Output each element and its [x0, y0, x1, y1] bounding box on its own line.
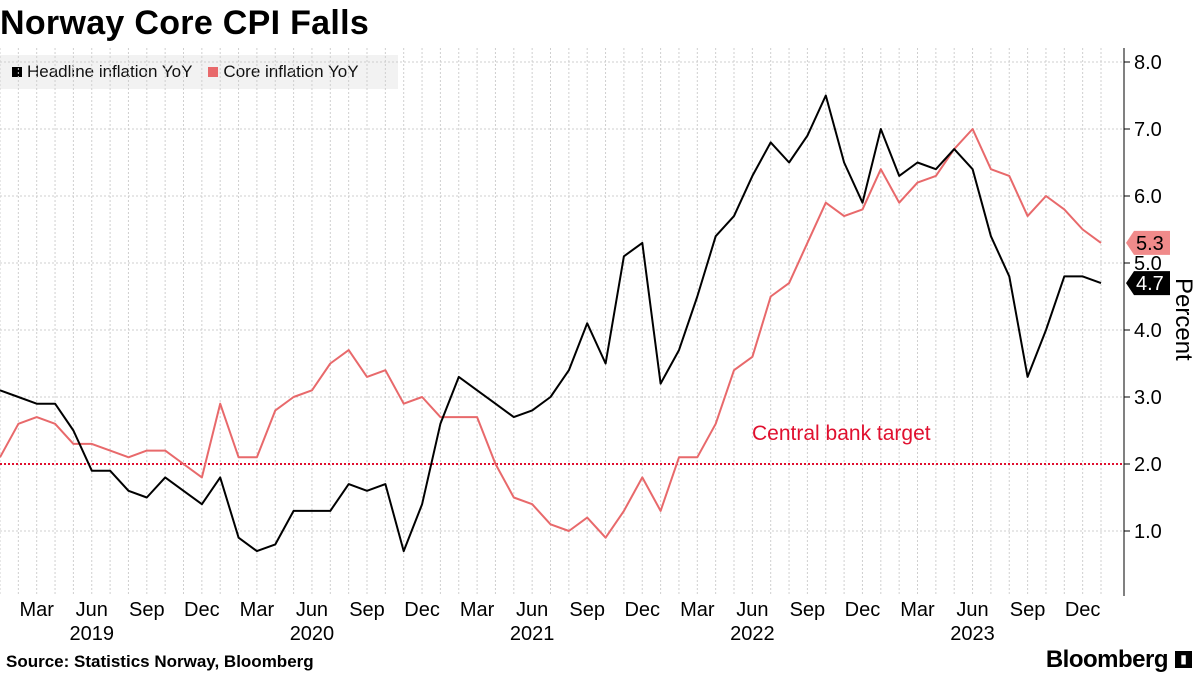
x-tick-label: Sep: [129, 599, 165, 621]
legend-swatch-headline: [12, 67, 22, 77]
target-label: Central bank target: [752, 422, 931, 445]
last-value-badge-core-label: 5.3: [1136, 233, 1164, 255]
legend-label-headline: Headline inflation YoY: [27, 62, 193, 81]
x-year-label: 2019: [70, 623, 115, 640]
x-tick-label: Sep: [349, 599, 385, 621]
source-note: Source: Statistics Norway, Bloomberg: [6, 652, 314, 671]
x-tick-label: Mar: [680, 599, 715, 621]
y-axis-title: Percent: [1170, 278, 1197, 361]
x-year-label: 2020: [290, 623, 335, 640]
y-tick-label: 1.0: [1134, 521, 1162, 543]
chart-legend: Headline inflation YoY Core inflation Yo…: [0, 55, 398, 89]
chart-title: Norway Core CPI Falls: [0, 4, 370, 42]
x-tick-label: Dec: [404, 599, 440, 621]
last-value-badge-headline-shape: [1126, 271, 1170, 296]
y-tick-label: 3.0: [1134, 387, 1162, 409]
x-tick-label: Jun: [516, 599, 548, 621]
y-tick-label: 4.0: [1134, 320, 1162, 342]
bloomberg-logo: Bloomberg: [1045, 646, 1169, 673]
bloomberg-mark-icon: ▮: [1175, 651, 1192, 668]
x-tick-label: Jun: [296, 599, 328, 621]
last-value-badge-headline-label: 4.7: [1136, 273, 1164, 295]
x-year-label: 2023: [950, 623, 995, 640]
x-tick-label: Sep: [1010, 599, 1046, 621]
x-tick-label: Dec: [624, 599, 660, 621]
last-value-badge-core: 5.3: [1126, 230, 1170, 255]
y-tick-label: 6.0: [1134, 186, 1162, 208]
x-tick-label: Dec: [184, 599, 220, 621]
x-tick-label: Mar: [900, 599, 935, 621]
y-tick-label: 8.0: [1134, 52, 1162, 74]
x-tick-label: Jun: [956, 599, 988, 621]
x-tick-label: Dec: [845, 599, 881, 621]
y-tick-label: 7.0: [1134, 119, 1162, 141]
legend-item-headline: Headline inflation YoY: [12, 62, 192, 82]
y-tick-label: 5.0: [1134, 253, 1162, 275]
series-line-headline: [0, 94, 1102, 553]
x-tick-label: Sep: [569, 599, 605, 621]
x-tick-label: Jun: [76, 599, 108, 621]
y-tick-label: 2.0: [1134, 454, 1162, 476]
x-tick-label: Dec: [1065, 599, 1101, 621]
x-tick-label: Sep: [790, 599, 826, 621]
x-tick-label: Jun: [736, 599, 768, 621]
x-year-label: 2021: [510, 623, 555, 640]
x-tick-label: Mar: [460, 599, 495, 621]
last-value-badge-headline: 4.7: [1126, 271, 1170, 296]
x-year-label: 2022: [730, 623, 775, 640]
last-value-badge-core-shape: [1126, 230, 1170, 255]
line-chart: 8.0 7.0 6.0 5.0 4.0 3.0 2.0 1.0 Percent Central b…: [0, 48, 1197, 640]
x-tick-label: Mar: [19, 599, 54, 621]
x-tick-label: Mar: [240, 599, 275, 621]
legend-swatch-core: [208, 67, 219, 77]
series-line-core: [0, 128, 1102, 539]
